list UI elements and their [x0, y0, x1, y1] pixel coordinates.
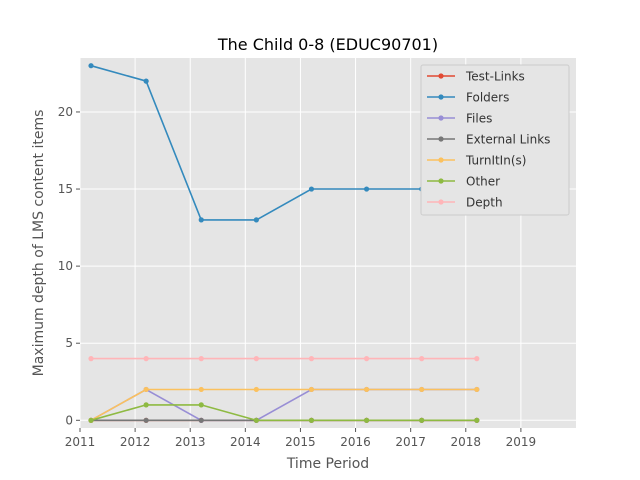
y-axis-label: Maximum depth of LMS content items [31, 110, 47, 377]
data-point-turnitin-s [143, 386, 149, 393]
data-point-folders [253, 217, 259, 223]
data-point-turnitin-s [253, 386, 259, 393]
chart-title: The Child 0-8 (EDUC90701) [217, 35, 438, 54]
legend-box [420, 64, 570, 216]
data-point-other [198, 402, 204, 408]
series-depth [88, 356, 480, 362]
legend-marker-depth [438, 199, 444, 205]
legend-label-test-links: Test-Links [465, 70, 525, 84]
data-point-other [88, 417, 94, 423]
legend: Test-Links Folders Files External Links Turn… [420, 64, 570, 216]
data-point-external-links [143, 417, 149, 423]
series-layer [88, 63, 480, 423]
x-tick-label: 2016 [340, 435, 371, 449]
data-point-other [253, 417, 259, 423]
data-point-external-links [198, 417, 204, 423]
x-tick-label: 2017 [395, 435, 426, 449]
data-point-folders [363, 186, 370, 192]
data-point-folders [308, 186, 315, 192]
y-tick-label: 0 [65, 413, 73, 427]
legend-label-files: Files [466, 112, 492, 126]
x-axis-label: Time Period [286, 456, 369, 472]
data-point-turnitin-s [419, 386, 425, 393]
data-point-turnitin-s [198, 386, 204, 393]
data-point-other [308, 417, 315, 423]
data-point-depth [143, 356, 149, 362]
data-point-depth [308, 356, 315, 362]
data-point-other [419, 417, 425, 423]
data-point-depth [419, 356, 425, 362]
data-point-depth [253, 356, 259, 362]
legend-label-other: Other [466, 175, 500, 189]
data-point-folders [88, 63, 94, 69]
data-point-folders [198, 217, 204, 223]
legend-marker-folders [438, 94, 444, 100]
data-point-other [474, 417, 480, 423]
x-tick-label: 2015 [285, 435, 316, 449]
x-tick-label: 2011 [65, 435, 96, 449]
y-tick-label: 5 [65, 336, 73, 350]
legend-marker-turnitin-s [438, 157, 444, 163]
data-point-depth [363, 356, 370, 362]
data-point-depth [198, 356, 204, 362]
legend-label-external-links: External Links [466, 133, 550, 147]
y-tick-label: 10 [58, 259, 73, 273]
series-other [88, 402, 480, 423]
legend-label-depth: Depth [466, 196, 503, 210]
x-tick-label: 2013 [175, 435, 206, 449]
x-tick-label: 2012 [120, 435, 151, 449]
data-point-turnitin-s [308, 386, 315, 393]
series-line-folders [90, 64, 477, 221]
x-tick-label: 2014 [230, 435, 261, 449]
y-tick-label: 15 [58, 182, 73, 196]
data-point-other [143, 402, 149, 408]
legend-marker-files [438, 115, 444, 121]
x-axis: 2011 2012 2013 2014 2015 2016 2017 2018 2019 [65, 428, 536, 449]
data-point-depth [474, 356, 480, 362]
series-line-turnitin-s [90, 388, 477, 421]
data-point-turnitin-s [474, 386, 480, 393]
y-axis: 0 5 10 15 20 [58, 105, 80, 427]
x-tick-label: 2018 [451, 435, 482, 449]
y-tick-label: 20 [58, 105, 73, 119]
data-point-folders [143, 78, 149, 84]
data-point-depth [88, 356, 94, 362]
series-line-other [90, 404, 477, 422]
legend-label-folders: Folders [466, 91, 509, 105]
legend-label-turnitin-s: TurnItIn(s) [465, 154, 526, 168]
legend-marker-other [438, 178, 444, 184]
legend-marker-test-links [438, 73, 444, 79]
data-point-other [363, 417, 370, 423]
data-point-turnitin-s [363, 386, 370, 393]
x-tick-label: 2019 [506, 435, 537, 449]
legend-marker-external-links [438, 136, 444, 142]
